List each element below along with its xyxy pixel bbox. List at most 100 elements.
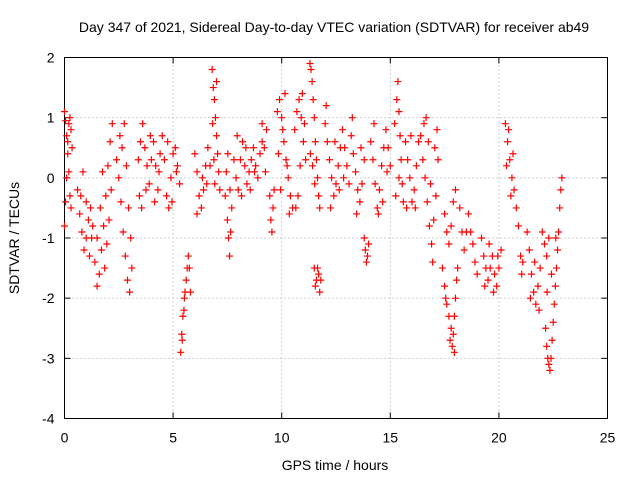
data-point [454,264,462,272]
data-point [85,252,93,260]
data-point [295,96,303,104]
data-point [179,312,187,320]
data-point [397,156,405,164]
data-point [247,156,255,164]
data-point [473,270,481,278]
data-point [412,162,420,170]
data-point [239,138,247,146]
data-point [256,150,264,158]
data-point [285,210,293,218]
data-point [195,192,203,200]
data-point [107,186,115,194]
data-point [395,174,403,182]
data-point [180,294,188,302]
data-point [420,120,428,128]
data-point [398,180,406,188]
data-point [422,114,430,122]
x-tick-label: 25 [600,430,616,446]
data-point [178,330,186,338]
data-point [64,150,72,158]
data-point [316,204,324,212]
data-point [451,294,459,302]
data-point [546,366,554,374]
data-point [104,162,112,170]
data-point [209,120,217,128]
data-point [120,120,128,128]
data-point [191,150,199,158]
data-point [419,156,427,164]
data-point [200,186,208,194]
data-point [507,192,515,200]
data-point [211,114,219,122]
data-point [302,156,310,164]
x-tick-label: 0 [61,430,69,446]
data-point [123,276,131,284]
data-point [357,144,365,152]
data-point [446,336,454,344]
data-point [314,174,322,182]
data-point [530,288,538,296]
data-point [361,246,369,254]
data-point [442,294,450,302]
y-tick-label: 1 [47,110,55,126]
data-point [411,204,419,212]
data-point [223,216,231,224]
data-point [556,204,564,212]
data-point [82,198,90,206]
data-point [163,192,171,200]
data-point [404,156,412,164]
data-point [156,150,164,158]
data-point [424,138,432,146]
data-point [375,186,383,194]
data-point [269,204,277,212]
data-point [224,150,232,158]
data-point [447,222,455,230]
data-point [415,138,423,146]
data-point [341,144,349,152]
data-point [297,114,305,122]
data-point [495,264,503,272]
data-point [116,132,124,140]
data-point [362,258,370,266]
data-point [228,204,236,212]
data-point [138,204,146,212]
data-point [426,180,434,188]
data-point [232,174,240,182]
data-point [548,336,556,344]
data-point [408,198,416,206]
data-point [391,120,399,128]
y-tick-label: -2 [42,290,55,306]
data-point [382,126,390,134]
data-point [113,156,121,164]
data-point [93,282,101,290]
data-point [353,210,361,218]
data-point [545,360,553,368]
data-point [103,240,111,248]
data-point [155,168,163,176]
data-point [331,138,339,146]
data-point [503,162,511,170]
x-tick-label: 5 [169,430,177,446]
data-point [121,252,129,260]
data-point [531,258,539,266]
data-point [293,108,301,116]
data-point [177,348,185,356]
data-point [299,138,307,146]
data-point [145,180,153,188]
x-tick-label: 15 [383,430,399,446]
data-point [62,198,70,206]
data-point [358,180,366,188]
data-point [394,78,402,86]
data-point [369,156,377,164]
data-point [89,222,97,230]
data-point [61,222,68,230]
data-point [384,144,392,152]
data-point [497,246,505,254]
data-point [356,198,364,206]
data-point [97,246,105,254]
data-point [206,162,214,170]
data-point [249,144,257,152]
data-point [549,318,557,326]
data-point [172,168,180,176]
data-point [484,276,492,284]
